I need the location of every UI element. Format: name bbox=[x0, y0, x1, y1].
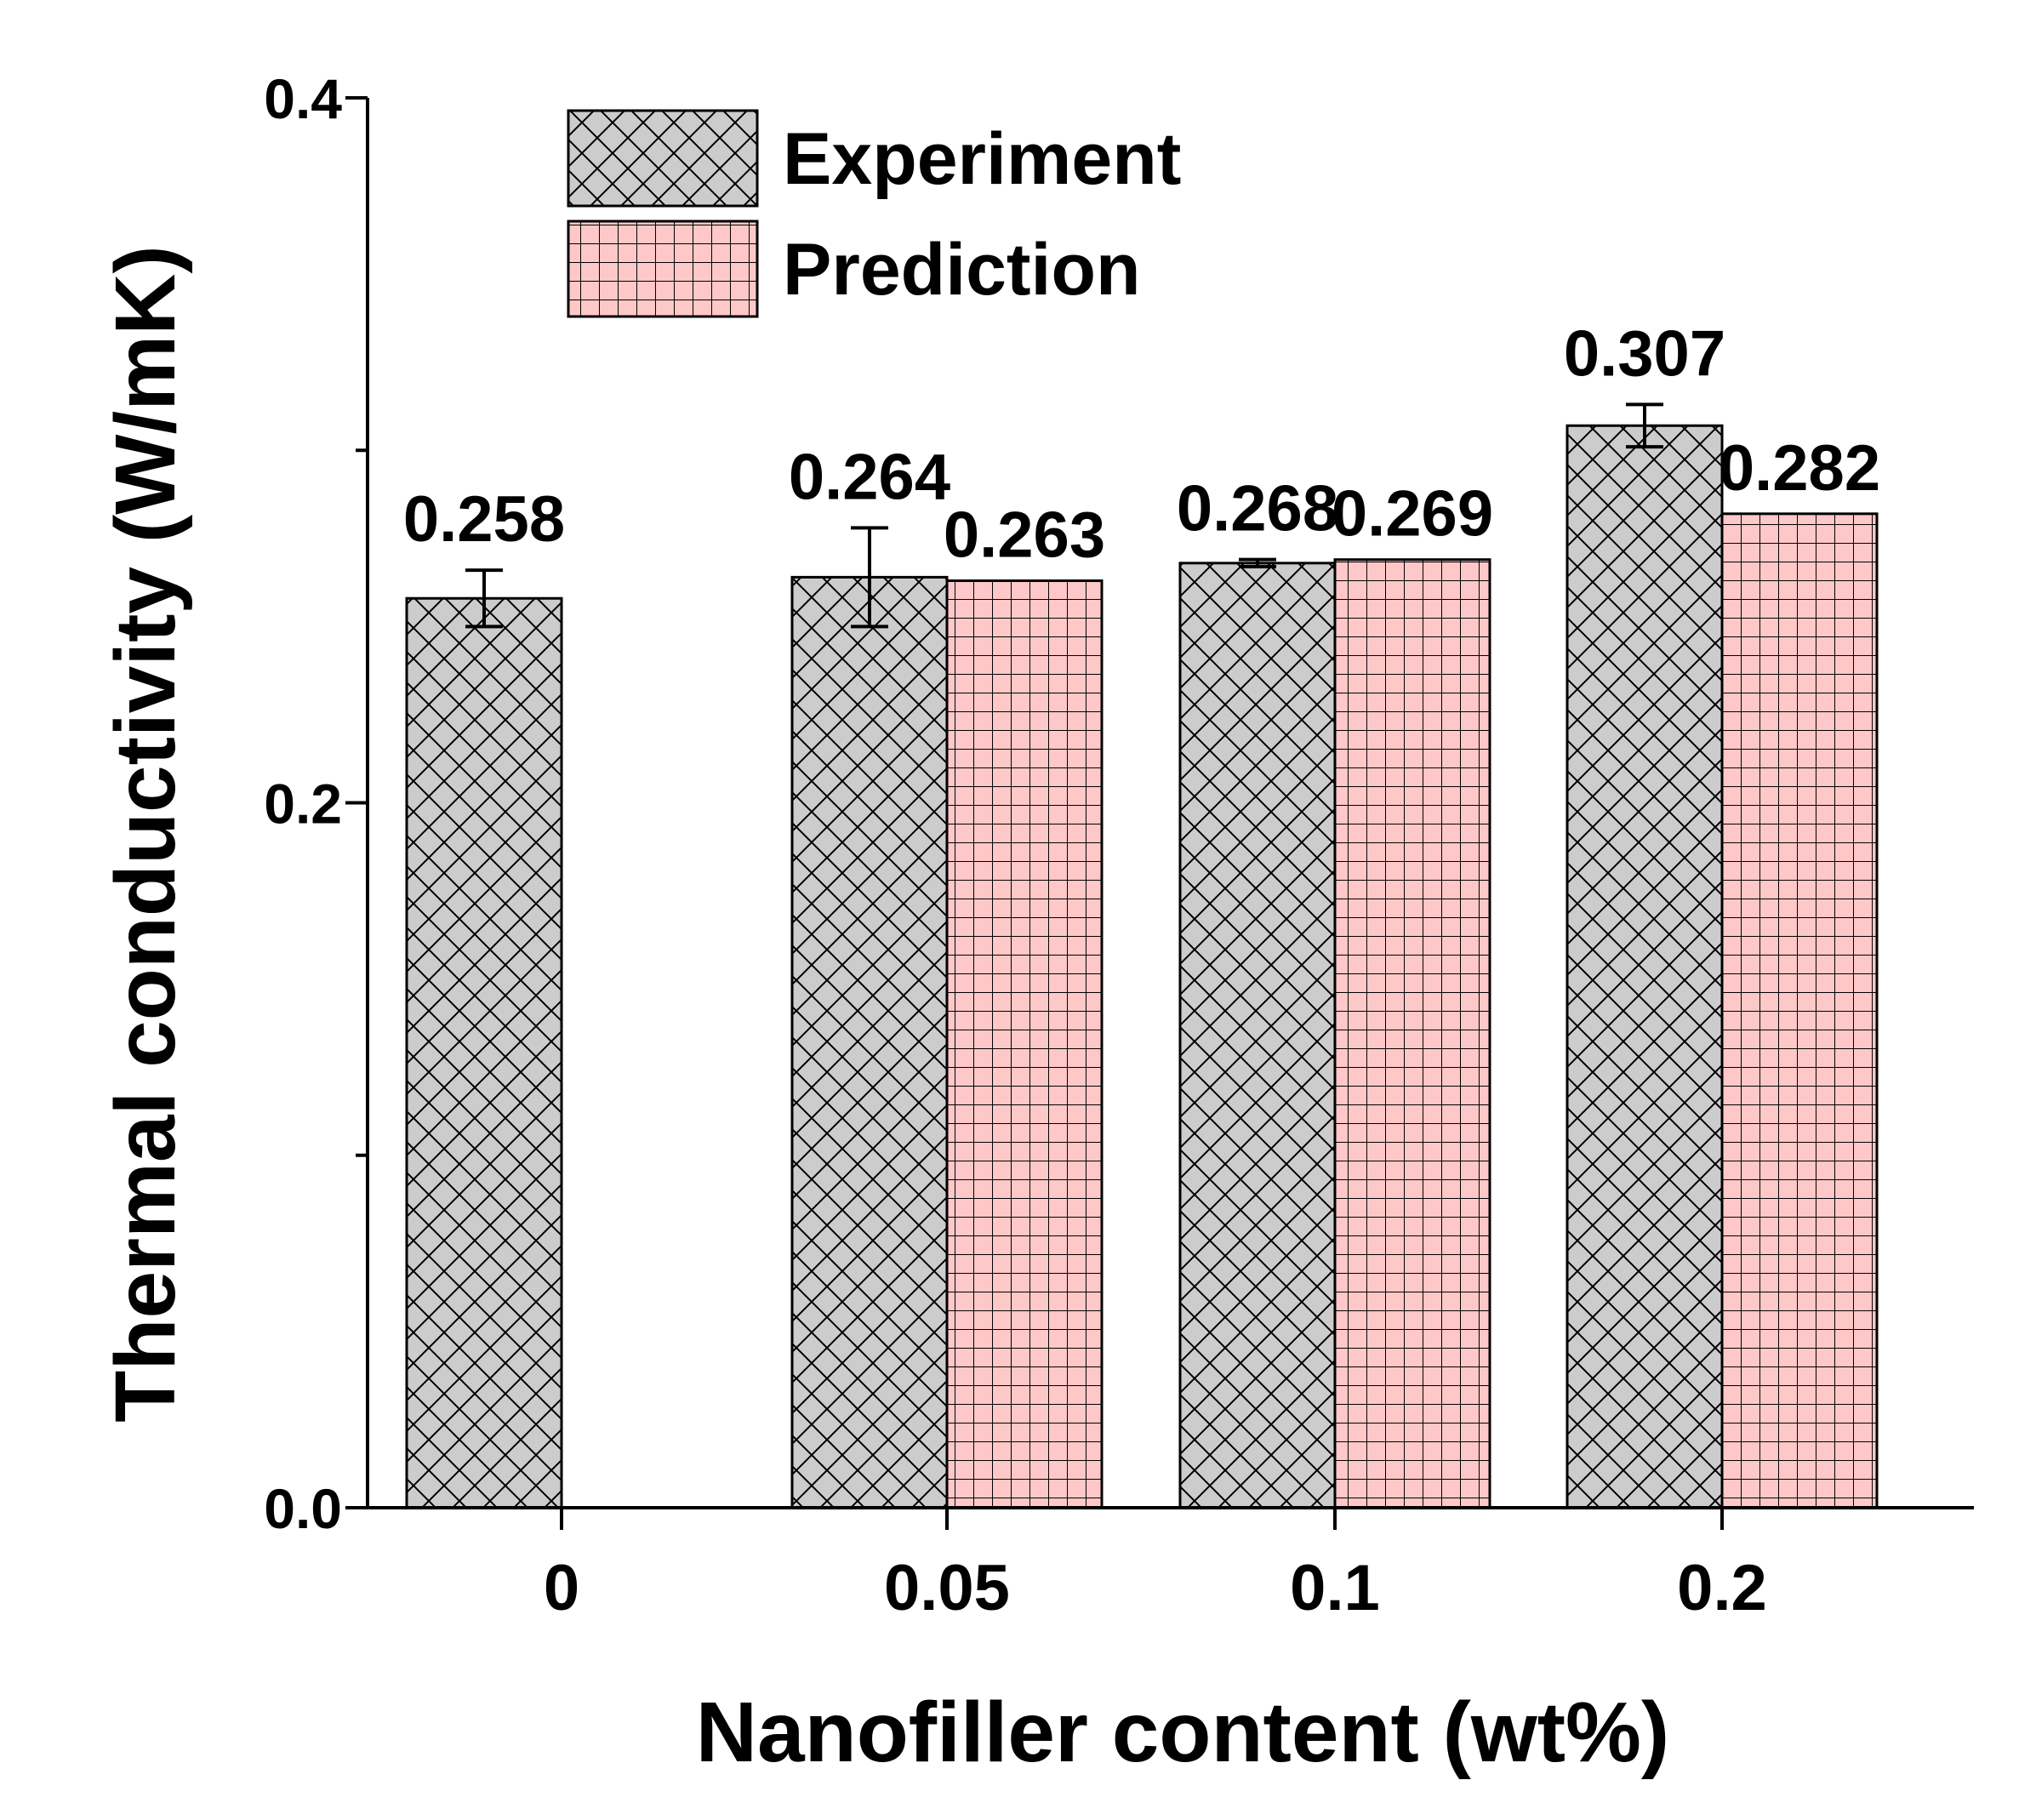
x-tick-label: 0 bbox=[544, 1552, 579, 1624]
bar-prediction-0.1 bbox=[1333, 558, 1491, 1509]
plot-bars bbox=[405, 424, 1879, 1509]
legend: Experiment Prediction bbox=[567, 109, 1181, 318]
data-label-experiment: 0.264 bbox=[789, 441, 950, 513]
y-tick-label: 0.0 bbox=[264, 1477, 342, 1540]
legend-label-prediction: Prediction bbox=[783, 229, 1141, 311]
data-labels: 0.258 0.264 0.268 0.307 0.263 0.269 0.282 bbox=[403, 317, 1880, 571]
data-label-prediction: 0.263 bbox=[944, 499, 1105, 572]
x-axis-title: Nanofiller content (wt%) bbox=[696, 1685, 1669, 1780]
x-tick-label: 0.05 bbox=[884, 1552, 1010, 1624]
data-label-prediction: 0.282 bbox=[1719, 432, 1880, 505]
data-label-prediction: 0.269 bbox=[1332, 478, 1493, 551]
bar-experiment-0.1 bbox=[1178, 562, 1337, 1509]
bar-prediction-0.2 bbox=[1720, 512, 1879, 1509]
x-tick-label: 0.1 bbox=[1290, 1552, 1380, 1624]
y-axis-title: Thermal conductivity (W/mK) bbox=[98, 245, 193, 1422]
error-bars bbox=[465, 402, 1663, 629]
data-label-experiment: 0.307 bbox=[1564, 317, 1725, 390]
bar-experiment-0 bbox=[405, 596, 563, 1509]
data-label-experiment: 0.268 bbox=[1177, 473, 1338, 545]
y-axis-ticks: 0.0 0.2 0.4 bbox=[264, 67, 368, 1540]
x-tick-label: 0.2 bbox=[1677, 1552, 1767, 1624]
bar-prediction-0.05 bbox=[945, 579, 1104, 1509]
data-label-experiment: 0.258 bbox=[403, 483, 565, 556]
bar-experiment-0.05 bbox=[790, 575, 949, 1509]
bar-experiment-0.2 bbox=[1565, 424, 1724, 1509]
legend-swatch-experiment bbox=[567, 109, 759, 208]
y-tick-label: 0.2 bbox=[264, 773, 342, 836]
legend-swatch-prediction bbox=[567, 220, 759, 318]
y-tick-label: 0.4 bbox=[264, 67, 342, 130]
x-axis-ticks: 0 0.05 0.1 0.2 bbox=[544, 1508, 1767, 1624]
legend-label-experiment: Experiment bbox=[783, 118, 1181, 200]
